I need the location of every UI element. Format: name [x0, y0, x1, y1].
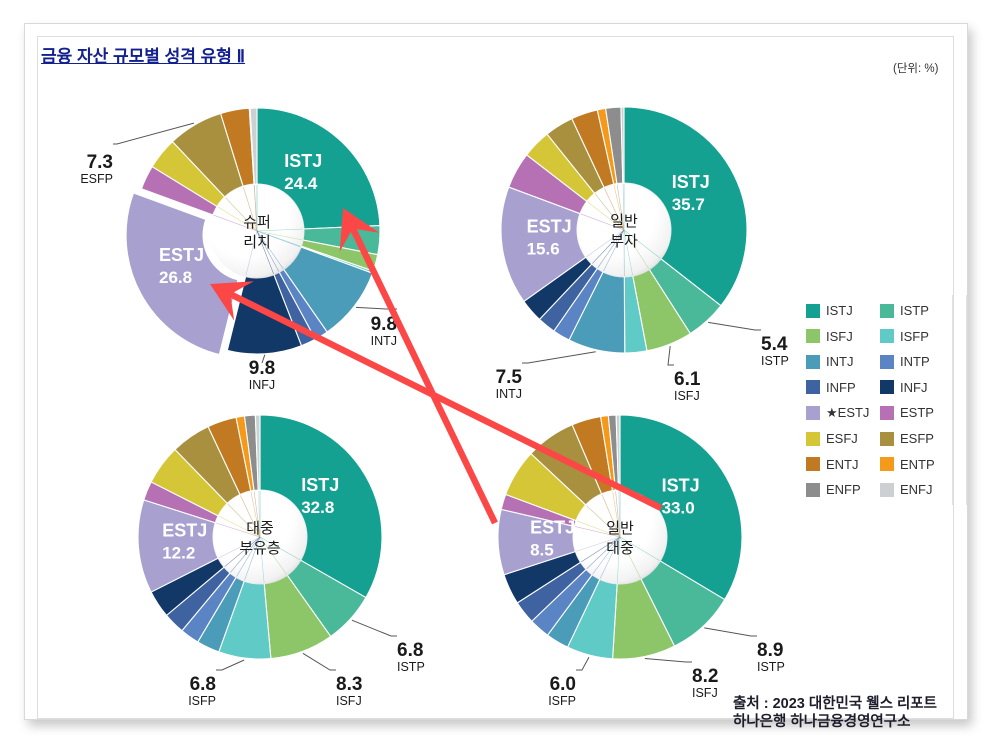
svg-text:ISTP: ISTP: [757, 660, 785, 674]
svg-text:ISFP: ISFP: [188, 694, 216, 708]
svg-text:ESTJ: ESTJ: [530, 518, 575, 538]
svg-text:일반: 일반: [606, 520, 634, 537]
svg-text:ISFP: ISFP: [548, 694, 576, 708]
svg-text:ESTJ: ESTJ: [159, 245, 204, 265]
svg-text:ISTP: ISTP: [761, 354, 789, 368]
svg-text:8.3: 8.3: [336, 674, 362, 695]
svg-text:슈퍼: 슈퍼: [243, 214, 271, 231]
svg-text:33.0: 33.0: [662, 499, 695, 518]
svg-text:ESFP: ESFP: [80, 172, 113, 186]
svg-text:대중: 대중: [606, 540, 634, 557]
svg-text:부유층: 부유층: [239, 540, 280, 557]
svg-text:32.8: 32.8: [301, 498, 334, 517]
svg-text:ISFJ: ISFJ: [336, 694, 362, 708]
svg-text:9.8: 9.8: [371, 314, 397, 335]
svg-text:ISTJ: ISTJ: [301, 475, 339, 495]
svg-text:ESTJ: ESTJ: [527, 217, 572, 237]
svg-text:리치: 리치: [243, 234, 271, 251]
svg-text:부자: 부자: [610, 233, 638, 250]
svg-text:6.1: 6.1: [674, 369, 701, 390]
svg-text:ISFJ: ISFJ: [692, 686, 718, 700]
svg-text:6.8: 6.8: [397, 640, 423, 661]
svg-text:9.8: 9.8: [249, 358, 275, 379]
svg-text:ESTJ: ESTJ: [162, 520, 207, 540]
svg-text:INTJ: INTJ: [496, 387, 522, 401]
svg-text:ISTP: ISTP: [397, 660, 425, 674]
svg-text:35.7: 35.7: [672, 195, 705, 214]
svg-text:8.5: 8.5: [530, 541, 554, 560]
svg-text:7.3: 7.3: [87, 152, 113, 173]
svg-text:대중: 대중: [246, 520, 274, 537]
svg-text:26.8: 26.8: [159, 268, 192, 287]
svg-text:15.6: 15.6: [527, 240, 560, 259]
svg-text:6.0: 6.0: [550, 674, 576, 695]
svg-text:5.4: 5.4: [761, 334, 788, 355]
svg-text:ISTJ: ISTJ: [662, 476, 700, 496]
svg-text:일반: 일반: [610, 213, 638, 230]
svg-text:7.5: 7.5: [496, 367, 523, 388]
svg-text:12.2: 12.2: [162, 543, 195, 562]
svg-text:8.2: 8.2: [692, 666, 718, 687]
svg-text:INFJ: INFJ: [249, 378, 275, 392]
svg-text:ISTJ: ISTJ: [672, 172, 710, 192]
svg-text:24.4: 24.4: [284, 174, 318, 193]
svg-text:ISTJ: ISTJ: [284, 151, 322, 171]
svg-text:ISFJ: ISFJ: [674, 389, 700, 403]
svg-text:INTJ: INTJ: [371, 334, 397, 348]
svg-text:8.9: 8.9: [757, 640, 783, 661]
svg-text:6.8: 6.8: [190, 674, 216, 695]
